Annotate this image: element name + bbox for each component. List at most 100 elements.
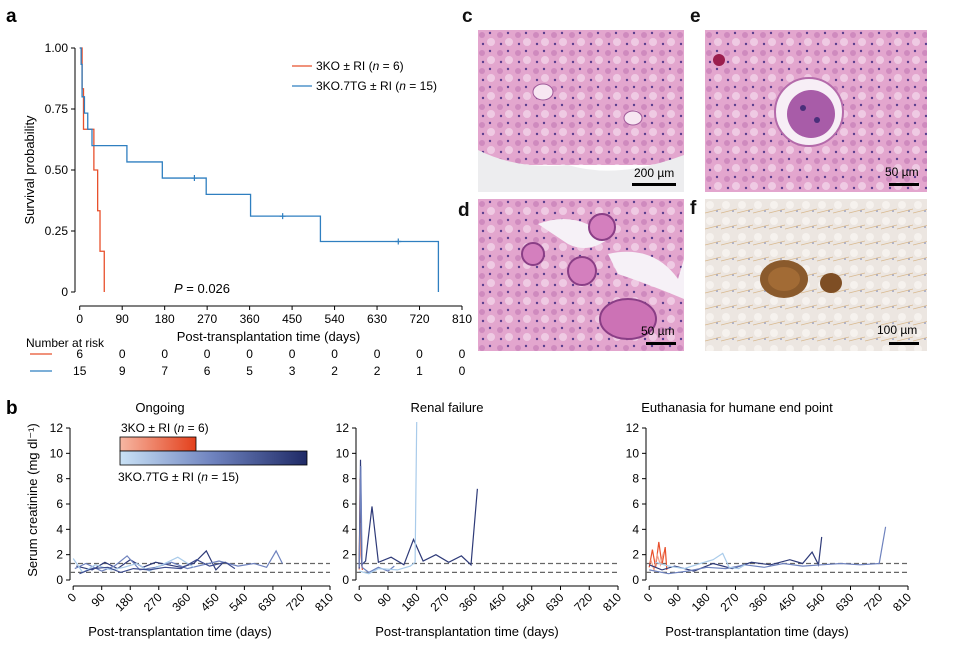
- risk-value: 0: [374, 347, 381, 361]
- x-tick-label: 450: [775, 590, 799, 614]
- creatinine-line-tg4: [79, 559, 236, 575]
- p-value: P = 0.026: [174, 281, 230, 296]
- x-tick-label: 180: [689, 590, 713, 614]
- y-tick-label: 2: [632, 548, 639, 562]
- risk-value: 2: [374, 364, 381, 378]
- x-tick-label: 0: [65, 590, 80, 605]
- censor-mark: [395, 238, 402, 245]
- y-tick-label: 0: [61, 285, 68, 299]
- x-tick-label: 720: [284, 590, 308, 614]
- x-tick-label: 0: [351, 590, 366, 605]
- x-tick-label: 450: [198, 590, 222, 614]
- risk-value: 9: [119, 364, 126, 378]
- y-tick-label: 6: [342, 497, 349, 511]
- x-axis-label: Post-transplantation time (days): [88, 624, 272, 639]
- x-tick-label: 540: [226, 590, 250, 614]
- x-tick-label: 720: [410, 312, 430, 326]
- scale-label-d: 50 µm: [641, 324, 675, 338]
- histology-image-e: 50 µm: [705, 30, 927, 192]
- x-tick-label: 90: [375, 590, 395, 610]
- y-tick-label: 0.25: [45, 224, 69, 238]
- risk-value: 0: [289, 347, 296, 361]
- y-tick-label: 6: [632, 497, 639, 511]
- risk-value: 0: [459, 347, 466, 361]
- x-tick-label: 270: [197, 312, 217, 326]
- x-tick-label: 720: [861, 590, 885, 614]
- scale-bar: [889, 183, 919, 186]
- y-tick-label: 2: [56, 548, 63, 562]
- y-tick-label: 6: [56, 497, 63, 511]
- creatinine-line-tg3: [359, 421, 418, 575]
- x-tick-label: 90: [116, 312, 130, 326]
- scale-bar: [889, 342, 919, 345]
- y-tick-label: 0.50: [45, 163, 69, 177]
- censor-mark: [279, 213, 286, 220]
- legend-bar-tg: [119, 450, 308, 466]
- creatinine-line-tg3: [72, 556, 195, 574]
- x-tick-label: 630: [367, 312, 387, 326]
- risk-value: 2: [331, 364, 338, 378]
- risk-value: 0: [204, 347, 211, 361]
- scale-label-c: 200 µm: [634, 166, 675, 180]
- histology-image-d: 50 µm: [478, 199, 684, 351]
- x-tick-label: 180: [112, 590, 136, 614]
- x-axis-label: Post-transplantation time (days): [177, 329, 361, 344]
- creatinine-line-tg1: [648, 536, 823, 572]
- x-tick-label: 450: [485, 590, 509, 614]
- scale-bar: [646, 342, 676, 345]
- facet-title: Ongoing: [135, 400, 184, 415]
- x-tick-label: 630: [543, 590, 567, 614]
- y-tick-label: 10: [626, 446, 640, 460]
- y-tick-label: 12: [50, 421, 64, 435]
- risk-value: 0: [416, 347, 423, 361]
- x-tick-label: 180: [155, 312, 175, 326]
- x-axis-label: Post-transplantation time (days): [375, 624, 559, 639]
- panel-letter-f: f: [690, 198, 697, 219]
- legend-label-ko: 3KO ± RI (n = 6): [121, 421, 209, 435]
- panel-letter-a: a: [6, 6, 17, 27]
- x-tick-label: 90: [88, 590, 108, 610]
- km-curve-ko: [79, 47, 105, 292]
- y-tick-label: 12: [626, 421, 640, 435]
- x-tick-label: 810: [452, 312, 472, 326]
- panel-letter-d: d: [458, 200, 470, 221]
- y-tick-label: 12: [336, 421, 350, 435]
- risk-value: 1: [416, 364, 423, 378]
- creatinine-line-tg2: [358, 465, 395, 574]
- km-plot: 00.250.500.751.000 90 180 270 360 450 540 630 72…: [22, 41, 472, 378]
- x-tick-label: 360: [169, 590, 193, 614]
- y-tick-label: 1.00: [45, 41, 69, 55]
- y-tick-label: 8: [632, 472, 639, 486]
- risk-value: 0: [246, 347, 253, 361]
- creatinine-line-tg3: [655, 552, 746, 570]
- legend-label: 3KO.7TG ± RI (n = 15): [316, 79, 437, 93]
- x-tick-label: 270: [718, 590, 742, 614]
- risk-value: 15: [73, 364, 87, 378]
- risk-value: 0: [161, 347, 168, 361]
- histology-image-f: 100 µm: [705, 199, 927, 351]
- y-tick-label: 4: [56, 522, 63, 536]
- legend-label-tg: 3KO.7TG ± RI (n = 15): [118, 470, 239, 484]
- histology-image-c: 200 µm: [478, 30, 684, 192]
- scale-label-e: 50 µm: [885, 165, 919, 179]
- scale-label-f: 100 µm: [877, 323, 918, 337]
- legend-bar-ko: [119, 436, 197, 452]
- x-axis-label: Post-transplantation time (days): [665, 624, 849, 639]
- y-tick-label: 8: [56, 472, 63, 486]
- creatinine-line-tg1: [76, 549, 223, 571]
- y-tick-label: 8: [342, 472, 349, 486]
- y-tick-label: 0.75: [45, 102, 69, 116]
- x-tick-label: 360: [746, 590, 770, 614]
- creatinine-line-ko2: [650, 551, 665, 573]
- x-tick-label: 540: [514, 590, 538, 614]
- x-tick-label: 270: [141, 590, 165, 614]
- x-tick-label: 0: [641, 590, 656, 605]
- x-tick-label: 180: [399, 590, 423, 614]
- censor-mark: [191, 175, 198, 182]
- scale-bar: [632, 183, 676, 186]
- x-tick-label: 810: [600, 590, 624, 614]
